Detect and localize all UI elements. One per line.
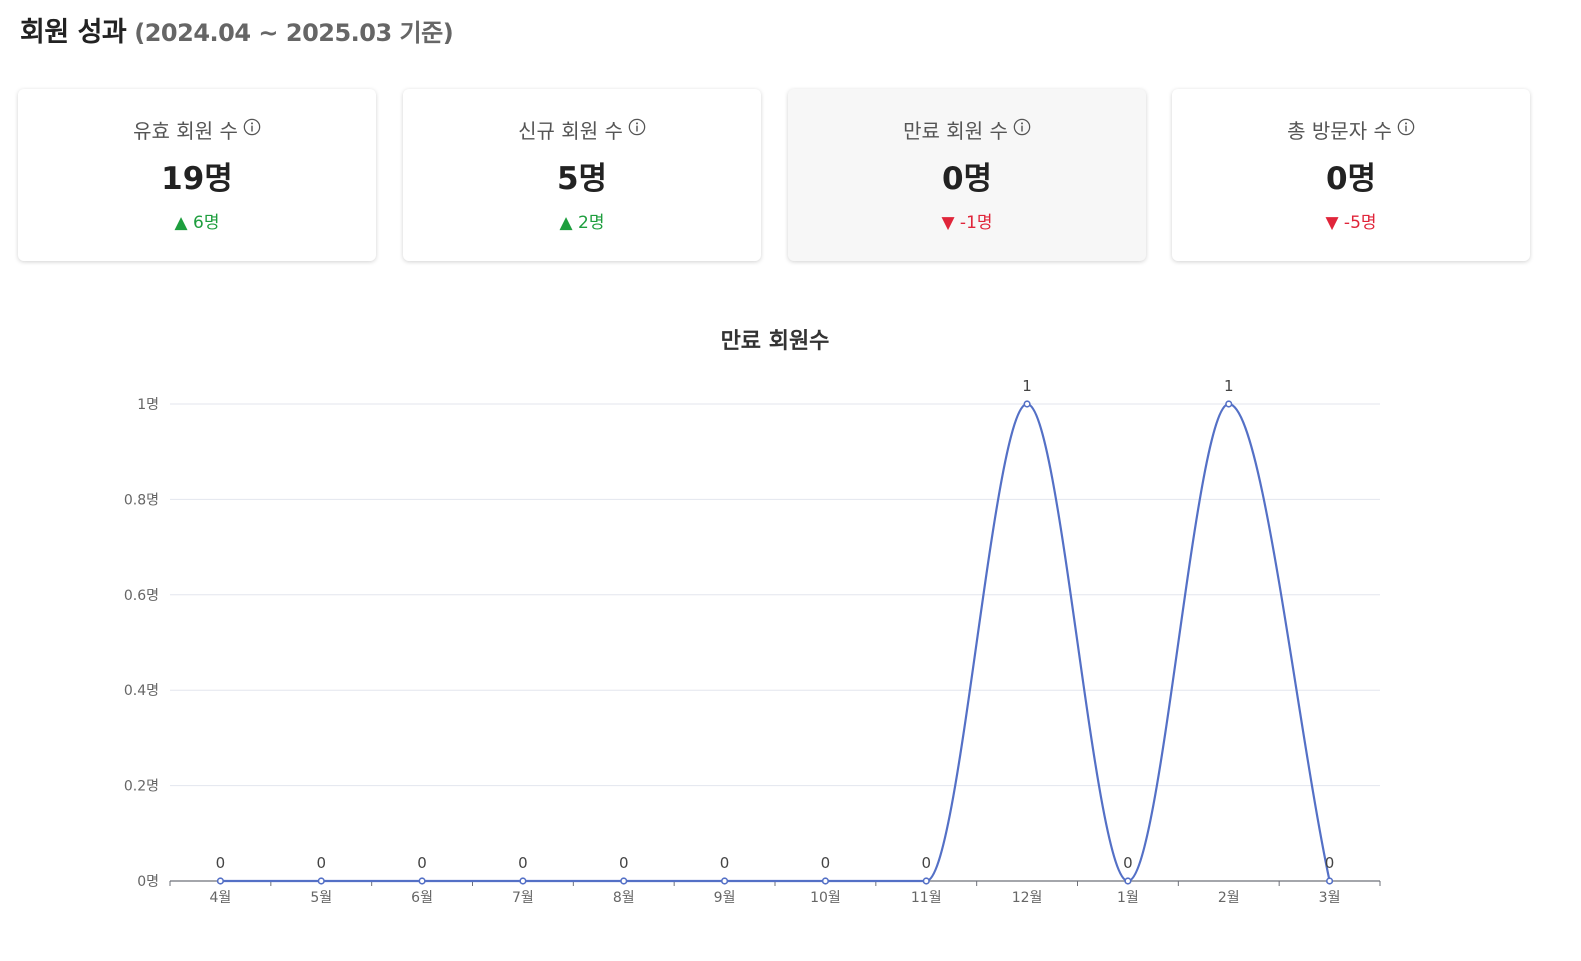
data-point[interactable] [1124, 877, 1132, 885]
card-value: 0명 [941, 161, 993, 197]
card-value: 0명 [1325, 161, 1377, 197]
page-header: 회원 성과 (2024.04 ~ 2025.03 기준) [20, 10, 454, 54]
x-axis: 4월 5월 6월 7월 8월 9월 10월 11월 12월 1월 2월 3월 [169, 880, 1381, 906]
x-tick-label: 11월 [911, 890, 942, 906]
card-label: 총 방문자 수 [1287, 118, 1392, 143]
data-label: 0 [417, 854, 427, 872]
card-total-visitors[interactable]: 총 방문자 수 0명 ▼ -5명 [1172, 89, 1530, 261]
period-range: (2024.04 ~ 2025.03 기준) [134, 19, 454, 47]
card-expired-members[interactable]: 만료 회원 수 0명 ▼ -1명 [788, 89, 1146, 261]
x-tick-label: 7월 [512, 890, 534, 906]
data-label: 1 [1224, 377, 1234, 395]
y-tick-label: 1명 [137, 397, 159, 413]
card-delta: ▲ 6명 [174, 213, 220, 233]
data-label: 0 [1123, 854, 1133, 872]
chart-container: 만료 회원수 4월 5월 6월 7월 8월 9월 10월 11월 12월 1월 2월 3월 0명 0.2… [0, 300, 1581, 957]
card-label: 신규 회원 수 [518, 118, 623, 143]
card-new-members[interactable]: 신규 회원 수 5명 ▲ 2명 [403, 89, 761, 261]
data-label: 0 [518, 854, 528, 872]
data-point[interactable] [1023, 400, 1031, 408]
series-line-group[interactable] [220, 402, 1331, 883]
data-label: 0 [720, 854, 730, 872]
card-delta: ▼ -5명 [1325, 213, 1377, 233]
data-point[interactable] [317, 877, 325, 885]
y-tick-label: 0.8명 [124, 492, 159, 508]
data-point[interactable] [519, 877, 527, 885]
data-point[interactable] [720, 877, 729, 885]
chart-title: 만료 회원수 [721, 329, 830, 354]
data-point[interactable] [620, 877, 628, 885]
card-label: 만료 회원 수 [903, 118, 1008, 143]
x-tick-label: 10월 [810, 890, 841, 906]
x-tick-label: 8월 [613, 890, 635, 906]
data-labels: 0 0 0 0 0 0 0 0 1 0 1 0 [216, 377, 1335, 872]
card-active-members[interactable]: 유효 회원 수 19명 ▲ 6명 [18, 89, 376, 261]
data-label: 0 [619, 854, 629, 872]
data-point[interactable] [1325, 877, 1334, 885]
data-label: 0 [921, 854, 931, 872]
series-line[interactable] [220, 402, 1331, 883]
data-point[interactable] [216, 877, 225, 885]
card-delta: ▲ 2명 [559, 213, 605, 233]
y-axis-labels: 0명 0.2명 0.4명 0.6명 0.8명 1명 [124, 397, 159, 890]
line-chart: 만료 회원수 4월 5월 6월 7월 8월 9월 10월 11월 12월 1월 2월 3월 0명 0.2… [124, 329, 1381, 906]
x-tick-label: 9월 [714, 890, 736, 906]
data-point[interactable] [418, 877, 426, 885]
x-tick-label: 3월 [1319, 890, 1341, 906]
x-tick-label: 5월 [310, 890, 332, 906]
data-label: 0 [1325, 854, 1335, 872]
data-point[interactable] [922, 877, 930, 885]
card-label-row: 만료 회원 수 [788, 115, 1146, 143]
card-value: 5명 [556, 161, 608, 197]
y-tick-label: 0.6명 [124, 588, 159, 604]
info-circle-icon[interactable] [1013, 118, 1031, 136]
x-tick-label: 1월 [1117, 890, 1139, 906]
x-tick-label: 12월 [1012, 890, 1043, 906]
data-point[interactable] [1225, 400, 1233, 408]
card-delta: ▼ -1명 [941, 213, 993, 233]
info-circle-icon[interactable] [628, 118, 646, 136]
data-label: 0 [316, 854, 326, 872]
card-label: 유효 회원 수 [133, 118, 238, 143]
info-circle-icon[interactable] [243, 118, 261, 136]
card-value: 19명 [161, 161, 233, 197]
data-points[interactable] [216, 400, 1334, 885]
data-label: 1 [1022, 377, 1032, 395]
data-label: 0 [216, 854, 226, 872]
data-point[interactable] [821, 877, 830, 885]
y-tick-label: 0.4명 [124, 683, 159, 699]
x-tick-label: 4월 [210, 890, 232, 906]
card-label-row: 신규 회원 수 [403, 115, 761, 143]
data-label: 0 [821, 854, 831, 872]
card-label-row: 총 방문자 수 [1172, 115, 1530, 143]
x-tick-label: 6월 [411, 890, 433, 906]
grid-lines [170, 403, 1380, 787]
y-tick-label: 0.2명 [124, 779, 159, 795]
card-label-row: 유효 회원 수 [18, 115, 376, 143]
x-tick-label: 2월 [1218, 890, 1240, 906]
info-circle-icon[interactable] [1397, 118, 1415, 136]
page-title: 회원 성과 [20, 17, 127, 48]
y-tick-label: 0명 [137, 874, 159, 890]
